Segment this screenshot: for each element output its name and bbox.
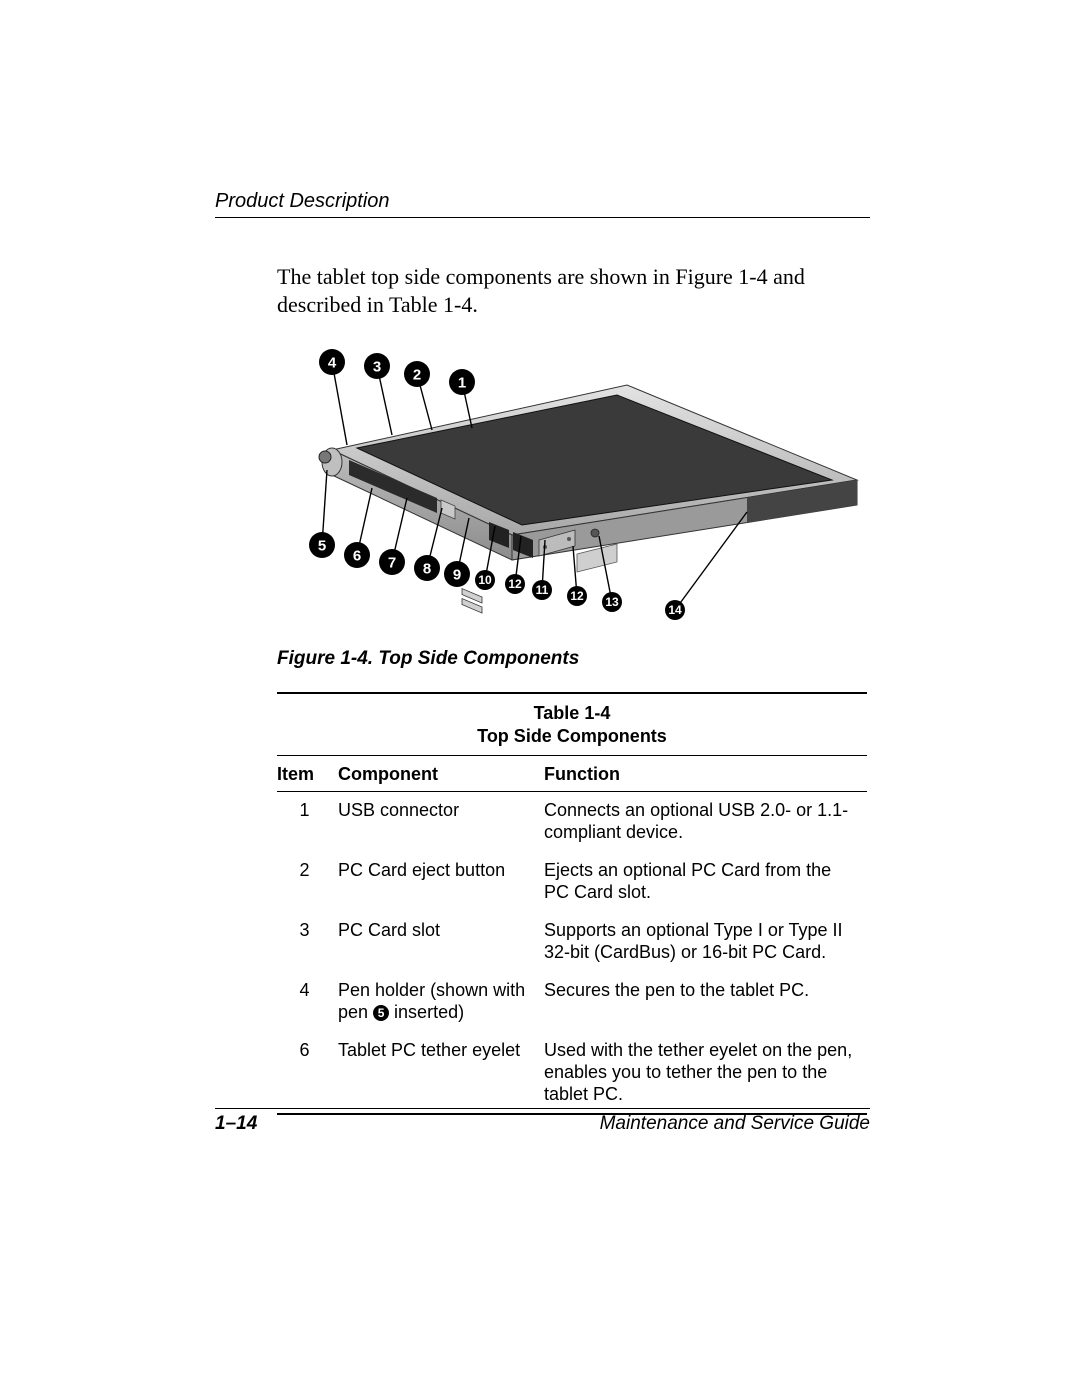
cell-item: 1 bbox=[277, 792, 338, 852]
page-footer: 1–14 Maintenance and Service Guide bbox=[215, 1108, 870, 1135]
components-table: Table 1-4 Top Side Components Item Compo… bbox=[277, 692, 867, 1115]
cell-component: PC Card eject button bbox=[338, 852, 544, 912]
svg-text:7: 7 bbox=[388, 554, 396, 571]
cell-component: USB connector bbox=[338, 792, 544, 852]
section-title: Product Description bbox=[215, 190, 870, 213]
svg-text:8: 8 bbox=[423, 560, 431, 577]
cell-item: 4 bbox=[277, 972, 338, 1032]
cell-component: Tablet PC tether eyelet bbox=[338, 1032, 544, 1114]
svg-text:12: 12 bbox=[508, 577, 522, 591]
device-illustration: 4 3 2 1 5 6 7 8 9 10 12 11 12 13 14 bbox=[277, 340, 862, 620]
cell-item: 2 bbox=[277, 852, 338, 912]
cell-component: Pen holder (shown with pen 5 inserted) bbox=[338, 972, 544, 1032]
guide-title: Maintenance and Service Guide bbox=[600, 1113, 870, 1135]
header-rule bbox=[215, 217, 870, 218]
table-row: 3PC Card slotSupports an optional Type I… bbox=[277, 912, 867, 972]
page-number: 1–14 bbox=[215, 1113, 257, 1135]
cell-component: PC Card slot bbox=[338, 912, 544, 972]
cell-function: Used with the tether eyelet on the pen, … bbox=[544, 1032, 867, 1114]
table-number: Table 1-4 bbox=[534, 703, 611, 723]
cell-item: 6 bbox=[277, 1032, 338, 1114]
table-header-row: Item Component Function bbox=[277, 756, 867, 791]
svg-text:12: 12 bbox=[570, 589, 584, 603]
figure-caption: Figure 1-4. Top Side Components bbox=[277, 648, 870, 670]
svg-text:10: 10 bbox=[478, 573, 492, 587]
table-name: Top Side Components bbox=[477, 726, 667, 746]
cell-function: Connects an optional USB 2.0- or 1.1-com… bbox=[544, 792, 867, 852]
figure-top-side-components: 4 3 2 1 5 6 7 8 9 10 12 11 12 13 14 bbox=[277, 340, 862, 620]
cell-function: Ejects an optional PC Card from the PC C… bbox=[544, 852, 867, 912]
svg-text:13: 13 bbox=[605, 595, 619, 609]
circled-digit-icon: 5 bbox=[373, 1005, 389, 1021]
svg-text:11: 11 bbox=[536, 583, 549, 597]
svg-text:3: 3 bbox=[373, 358, 381, 375]
svg-text:4: 4 bbox=[328, 354, 337, 371]
table-row: 6Tablet PC tether eyeletUsed with the te… bbox=[277, 1032, 867, 1114]
svg-text:2: 2 bbox=[413, 366, 421, 383]
svg-text:1: 1 bbox=[458, 374, 466, 391]
cell-item: 3 bbox=[277, 912, 338, 972]
col-header-function: Function bbox=[544, 756, 867, 791]
svg-text:14: 14 bbox=[668, 603, 682, 617]
table-title: Table 1-4 Top Side Components bbox=[277, 702, 867, 747]
table-row: 4Pen holder (shown with pen 5 inserted)S… bbox=[277, 972, 867, 1032]
footer-rule bbox=[215, 1108, 870, 1109]
table-row: 1USB connectorConnects an optional USB 2… bbox=[277, 792, 867, 852]
col-header-item: Item bbox=[277, 756, 338, 791]
table-top-rule bbox=[277, 692, 867, 694]
svg-text:5: 5 bbox=[318, 537, 326, 554]
cell-function: Supports an optional Type I or Type II 3… bbox=[544, 912, 867, 972]
svg-text:9: 9 bbox=[453, 566, 461, 583]
svg-text:6: 6 bbox=[353, 547, 361, 564]
col-header-component: Component bbox=[338, 756, 544, 791]
intro-paragraph: The tablet top side components are shown… bbox=[277, 263, 870, 318]
cell-function: Secures the pen to the tablet PC. bbox=[544, 972, 867, 1032]
table-row: 2PC Card eject buttonEjects an optional … bbox=[277, 852, 867, 912]
